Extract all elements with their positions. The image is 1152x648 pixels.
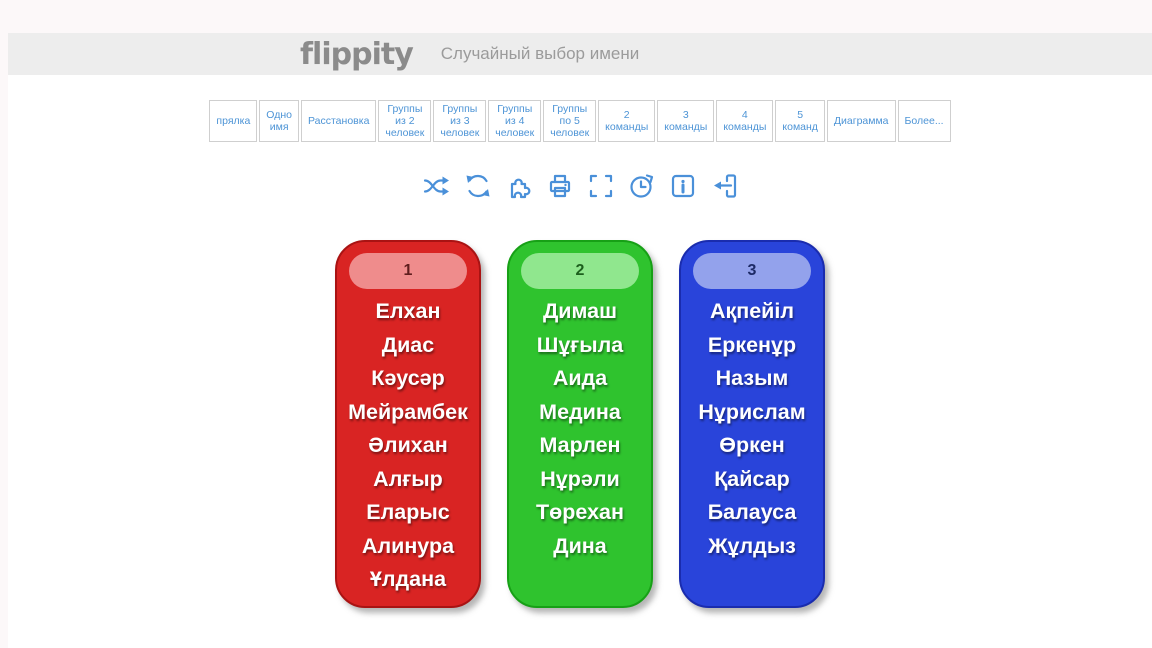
tab[interactable]: Группы из 4 человек <box>488 100 542 142</box>
timer-icon[interactable] <box>628 172 656 200</box>
puzzle-icon[interactable] <box>505 172 533 200</box>
group-name: Жұлдыз <box>708 533 796 558</box>
group-name-list: Ақпейіл Еркенұр Назым Нұрислам Өркен Қайсар Ба… <box>681 295 823 563</box>
group-number: 2 <box>521 253 639 289</box>
exit-device-icon[interactable] <box>710 172 738 200</box>
shuffle-icon[interactable] <box>423 172 451 200</box>
tab[interactable]: Более... <box>897 100 951 142</box>
group-name: Димаш <box>542 299 618 323</box>
group-name: Балауса <box>707 500 797 524</box>
group-name: Диас <box>381 332 435 357</box>
group-name: Еркенұр <box>707 332 797 357</box>
group-name: Өркен <box>719 433 785 457</box>
group-name: Әлихан <box>368 433 448 457</box>
group-number: 1 <box>349 253 467 289</box>
group-name: Медина <box>539 399 621 424</box>
group-number: 3 <box>693 253 811 289</box>
group-name: Алғыр <box>373 466 443 491</box>
group-name: Алинура <box>361 533 455 558</box>
group-name: Еларыс <box>366 500 450 524</box>
group-cards: 1 Елхан Диас Кәусәр Мейрамбек Әлихан Алғыр Ела… <box>8 240 1152 608</box>
tab[interactable]: Диаграмма <box>826 100 896 142</box>
group-name-list: Елхан Диас Кәусәр Мейрамбек Әлихан Алғыр Елары… <box>337 295 479 597</box>
refresh-icon[interactable] <box>464 172 492 200</box>
page-frame: flippity Случайный выбор имени прялка Одн… <box>8 33 1152 648</box>
tab[interactable]: 2 команды <box>598 100 656 142</box>
tab[interactable]: 3 команды <box>657 100 715 142</box>
tab[interactable]: Группы из 2 человек <box>378 100 432 142</box>
group-name: Аида <box>552 366 608 390</box>
group-name: Нұрислам <box>698 399 806 424</box>
group-name: Төрехан <box>536 500 624 524</box>
tab[interactable]: 4 команды <box>716 100 774 142</box>
toolbar <box>8 172 1152 200</box>
tab[interactable]: 5 команд <box>775 100 825 142</box>
tab[interactable]: Расстановка <box>301 100 377 142</box>
tab[interactable]: прялка <box>209 100 258 142</box>
fullscreen-icon[interactable] <box>587 172 615 200</box>
tab[interactable]: Группы по 5 человек <box>543 100 597 142</box>
page-title: Случайный выбор имени <box>440 44 640 63</box>
group-card-3: 3 Ақпейіл Еркенұр Назым Нұрислам Өркен Қайсар… <box>679 240 825 608</box>
group-card-2: 2 Димаш Шұғыла Аида Медина Марлен Нұрәли Төрех… <box>507 240 653 608</box>
group-name-list: Димаш Шұғыла Аида Медина Марлен Нұрәли Төрехан… <box>509 295 651 563</box>
group-name: Назым <box>715 366 789 390</box>
tab-bar: прялка Одно имя Расстановка Группы из 2 чел… <box>8 75 1152 142</box>
group-name: Қайсар <box>714 466 790 491</box>
flippity-logo: flippity <box>300 36 414 72</box>
main-content: прялка Одно имя Расстановка Группы из 2 чел… <box>8 75 1152 648</box>
group-name: Ұлдана <box>369 567 447 591</box>
page-top-margin <box>0 0 1152 33</box>
tab[interactable]: Одно имя <box>259 100 299 142</box>
tab[interactable]: Группы из 3 человек <box>433 100 487 142</box>
info-icon[interactable] <box>669 172 697 200</box>
group-name: Елхан <box>375 299 441 323</box>
group-name: Нұрәли <box>540 466 620 491</box>
group-name: Ақпейіл <box>709 299 795 323</box>
print-icon[interactable] <box>546 172 574 200</box>
group-name: Мейрамбек <box>348 399 468 424</box>
group-name: Дина <box>553 533 607 558</box>
header: flippity Случайный выбор имени <box>8 33 1152 75</box>
group-card-1: 1 Елхан Диас Кәусәр Мейрамбек Әлихан Алғыр Ела… <box>335 240 481 608</box>
group-name: Шұғыла <box>536 332 624 357</box>
group-name: Кәусәр <box>371 366 445 390</box>
group-name: Марлен <box>539 433 621 457</box>
